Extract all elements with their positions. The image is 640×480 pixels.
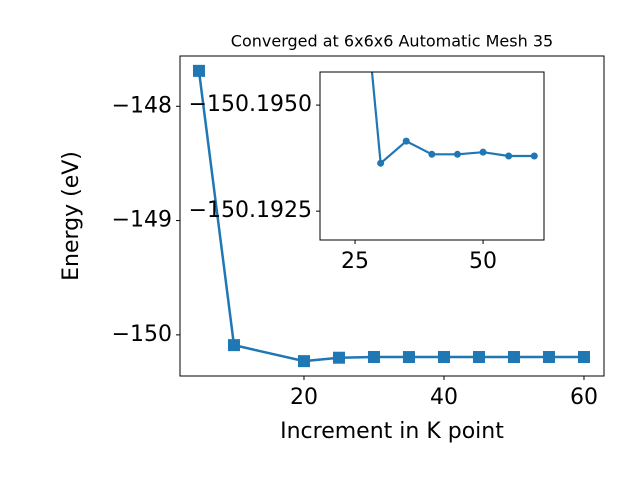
marker <box>367 350 380 363</box>
marker <box>542 351 555 364</box>
axes-frame <box>179 55 605 377</box>
marker <box>402 137 410 145</box>
chart-title: Converged at 6x6x6 Automatic Mesh 35 <box>231 32 553 51</box>
marker <box>507 351 520 364</box>
plot-area <box>192 64 590 368</box>
x-tick-label: 40 <box>430 385 458 410</box>
marker <box>297 355 310 368</box>
marker <box>332 351 345 364</box>
x-tick-label: 50 <box>469 249 497 274</box>
x-tick-label: 20 <box>290 385 318 410</box>
x-tick-label: 60 <box>570 385 598 410</box>
data-line <box>370 72 535 166</box>
axes-frame <box>319 71 545 241</box>
marker <box>453 150 461 158</box>
marker <box>428 150 436 158</box>
y-tick-label: −150.1950 <box>189 92 312 117</box>
y-axis-label: Energy (eV) <box>59 151 84 281</box>
marker <box>227 339 240 352</box>
x-tick-label: 25 <box>341 249 369 274</box>
marker <box>505 152 513 160</box>
y-tick-label: −150 <box>112 322 172 347</box>
marker <box>192 64 205 77</box>
marker <box>577 351 590 364</box>
marker <box>472 351 485 364</box>
y-tick-label: −148 <box>112 93 172 118</box>
plot-area <box>370 72 538 167</box>
x-axis-label: Increment in K point <box>280 419 504 444</box>
marker <box>530 152 538 160</box>
y-tick-label: −150.1925 <box>189 198 312 223</box>
marker <box>402 351 415 364</box>
marker <box>479 148 487 156</box>
marker <box>437 351 450 364</box>
y-tick-label: −149 <box>112 208 172 233</box>
marker <box>377 159 385 167</box>
